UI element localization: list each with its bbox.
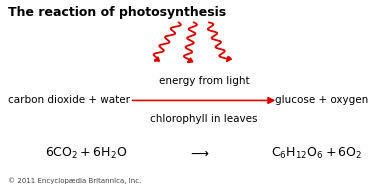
Text: $\mathrm{\longrightarrow}$: $\mathrm{\longrightarrow}$ bbox=[188, 147, 210, 160]
Text: energy from light: energy from light bbox=[159, 76, 249, 86]
Text: chlorophyll in leaves: chlorophyll in leaves bbox=[150, 114, 258, 124]
Text: © 2011 Encyclopædia Britannica, Inc.: © 2011 Encyclopædia Britannica, Inc. bbox=[8, 177, 141, 184]
Text: glucose + oxygen: glucose + oxygen bbox=[275, 95, 368, 105]
Text: The reaction of photosynthesis: The reaction of photosynthesis bbox=[8, 6, 226, 19]
Text: carbon dioxide + water: carbon dioxide + water bbox=[8, 95, 129, 105]
Text: $\mathrm{6CO_2 + 6H_2O}$: $\mathrm{6CO_2 + 6H_2O}$ bbox=[45, 146, 127, 161]
Text: $\mathrm{C_6H_{12}O_6 + 6O_2}$: $\mathrm{C_6H_{12}O_6 + 6O_2}$ bbox=[271, 146, 362, 161]
